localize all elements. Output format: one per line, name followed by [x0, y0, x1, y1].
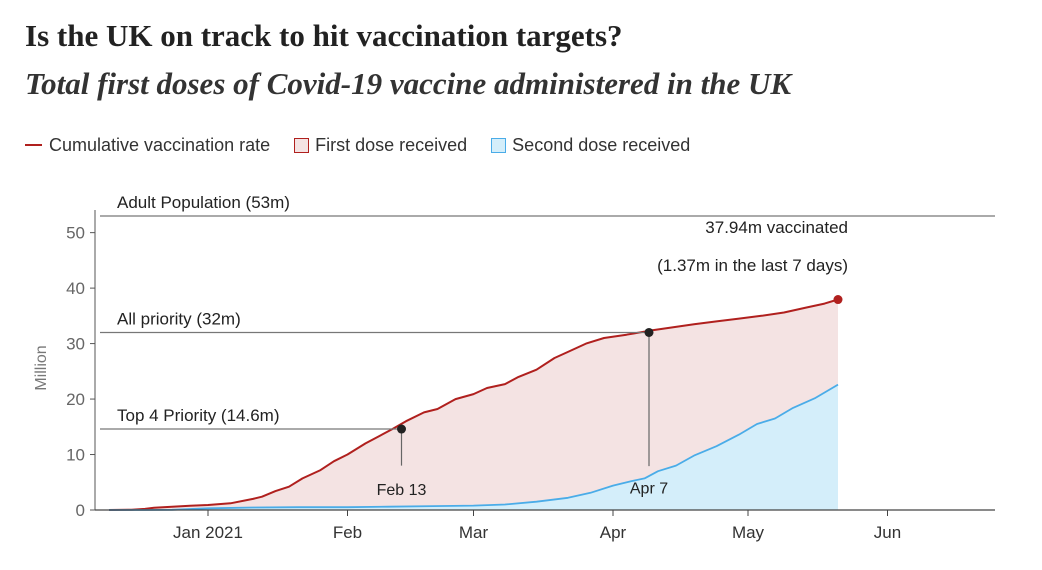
- first-dose-line: [108, 298, 839, 511]
- y-axis-title: Million: [33, 345, 50, 390]
- x-tick-label: Mar: [459, 523, 489, 542]
- all-priority-line-label: All priority (32m): [117, 309, 241, 328]
- adult-population-line-label: Adult Population (53m): [117, 193, 290, 212]
- annotation-total: 37.94m vaccinated: [705, 218, 848, 237]
- milestone-label: Apr 7: [630, 480, 668, 497]
- y-tick-label: 50: [66, 224, 85, 243]
- vaccination-chart: 0 10 20 30 40 50 Million Jan 2021 Feb Mar Apr May Ju…: [33, 193, 995, 542]
- legend-first-dose-label: First dose received: [315, 134, 468, 155]
- legend-second-dose-swatch: [491, 137, 507, 153]
- legend-item-first-dose: First dose received: [294, 135, 467, 156]
- x-tick-label: Jun: [874, 523, 901, 542]
- axis-layer: 0 10 20 30 40 50 Million Jan 2021 Feb Mar Apr May Ju…: [33, 210, 995, 542]
- y-tick-label: 30: [66, 335, 85, 354]
- x-tick-label: Jan 2021: [173, 523, 243, 542]
- annotation-weekly: (1.37m in the last 7 days): [657, 256, 848, 275]
- x-tick-label: Feb: [333, 523, 362, 542]
- legend: Cumulative vaccination rate First dose r…: [25, 134, 714, 156]
- legend-second-dose-label: Second dose received: [512, 134, 691, 155]
- y-tick-label: 0: [76, 501, 85, 520]
- legend-item-second-dose: Second dose received: [491, 135, 690, 156]
- milestone-dot: [397, 424, 406, 434]
- legend-first-dose-swatch: [294, 137, 310, 153]
- milestone-label: Feb 13: [377, 482, 427, 499]
- legend-line-label: Cumulative vaccination rate: [49, 134, 271, 155]
- legend-line-swatch: [25, 144, 42, 146]
- chart-subtitle: Total first doses of Covid-19 vaccine ad…: [25, 66, 792, 101]
- latest-value-dot: [833, 295, 843, 305]
- legend-item-line: Cumulative vaccination rate: [25, 135, 270, 156]
- x-tick-label: May: [732, 523, 765, 542]
- x-tick-label: Apr: [600, 523, 627, 542]
- second-dose-area: [109, 384, 838, 510]
- y-tick-label: 40: [66, 279, 85, 298]
- annotation-layer: Adult Population (53m) All priority (32m)…: [100, 193, 995, 499]
- second-dose-line: [109, 383, 839, 511]
- first-dose-area: [109, 299, 838, 510]
- milestone-dot: [644, 327, 654, 337]
- top4-priority-line-label: Top 4 Priority (14.6m): [117, 406, 280, 425]
- y-tick-label: 10: [66, 446, 85, 465]
- y-tick-label: 20: [66, 390, 85, 409]
- chart-title: Is the UK on track to hit vaccination ta…: [25, 18, 623, 53]
- area-layer: [109, 299, 838, 510]
- line-layer: [108, 295, 843, 511]
